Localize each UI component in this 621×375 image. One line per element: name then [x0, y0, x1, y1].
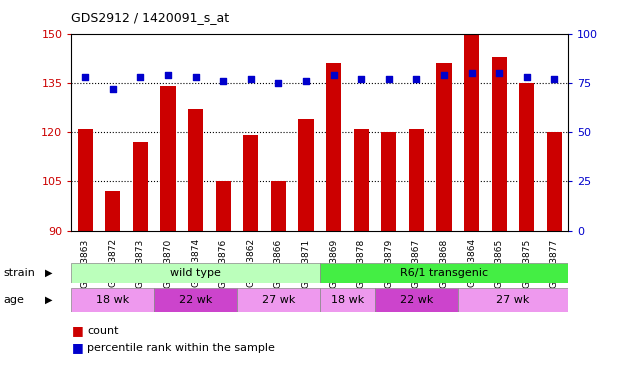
Point: [522, 74, 532, 80]
Bar: [320, 262, 568, 283]
Bar: [71, 288, 154, 312]
Bar: [464, 0, 479, 231]
Point: [356, 76, 366, 82]
Text: 18 wk: 18 wk: [331, 295, 364, 305]
Point: [550, 76, 560, 82]
Point: [108, 86, 118, 92]
Bar: [71, 262, 320, 283]
Bar: [105, 191, 120, 231]
Point: [466, 70, 476, 76]
Point: [329, 72, 338, 78]
Text: 27 wk: 27 wk: [261, 295, 295, 305]
Bar: [458, 288, 568, 312]
Bar: [547, 132, 562, 231]
Bar: [375, 288, 458, 312]
Bar: [492, 57, 507, 231]
Point: [439, 72, 449, 78]
Text: age: age: [3, 295, 24, 305]
Text: percentile rank within the sample: percentile rank within the sample: [87, 343, 275, 352]
Bar: [320, 288, 375, 312]
Bar: [243, 135, 258, 231]
Text: strain: strain: [3, 268, 35, 278]
Point: [412, 76, 422, 82]
Point: [273, 80, 283, 86]
Bar: [381, 132, 396, 231]
Text: 22 wk: 22 wk: [179, 295, 212, 305]
Text: count: count: [87, 326, 119, 336]
Bar: [299, 119, 314, 231]
Text: 22 wk: 22 wk: [400, 295, 433, 305]
Point: [246, 76, 256, 82]
Bar: [154, 288, 237, 312]
Text: ▶: ▶: [45, 268, 53, 278]
Text: GDS2912 / 1420091_s_at: GDS2912 / 1420091_s_at: [71, 11, 230, 24]
Point: [163, 72, 173, 78]
Bar: [215, 182, 231, 231]
Point: [80, 74, 90, 80]
Text: wild type: wild type: [170, 268, 221, 278]
Bar: [437, 63, 451, 231]
Bar: [519, 83, 535, 231]
Point: [135, 74, 145, 80]
Point: [384, 76, 394, 82]
Text: ■: ■: [71, 324, 83, 337]
Bar: [271, 182, 286, 231]
Point: [301, 78, 311, 84]
Point: [191, 74, 201, 80]
Bar: [133, 142, 148, 231]
Bar: [188, 109, 203, 231]
Point: [494, 70, 504, 76]
Text: 18 wk: 18 wk: [96, 295, 129, 305]
Bar: [326, 63, 341, 231]
Text: ■: ■: [71, 341, 83, 354]
Text: 27 wk: 27 wk: [496, 295, 530, 305]
Bar: [409, 129, 424, 231]
Bar: [78, 129, 93, 231]
Bar: [353, 129, 369, 231]
Point: [218, 78, 228, 84]
Text: R6/1 transgenic: R6/1 transgenic: [400, 268, 488, 278]
Bar: [237, 288, 320, 312]
Bar: [160, 86, 176, 231]
Text: ▶: ▶: [45, 295, 53, 305]
